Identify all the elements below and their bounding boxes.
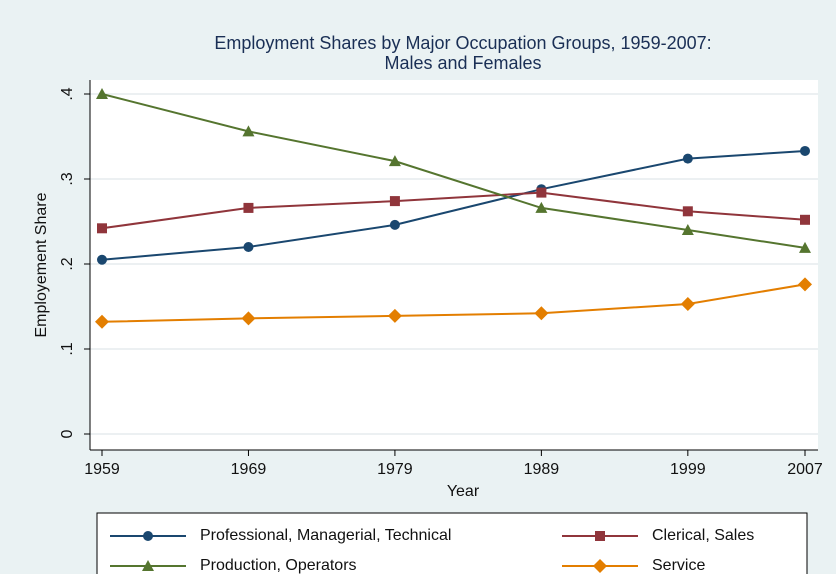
plot-area [90, 80, 818, 450]
data-point [799, 241, 811, 253]
x-tick-label: 1959 [84, 461, 120, 478]
x-axis-title: Year [447, 483, 480, 500]
data-point [95, 314, 109, 329]
data-point [97, 254, 107, 265]
data-point [681, 224, 694, 235]
series-line [101, 149, 806, 261]
data-point [798, 277, 812, 292]
data-point [534, 306, 549, 321]
data-point [800, 214, 810, 225]
y-tick-label: .3 [59, 172, 76, 185]
data-point [243, 242, 254, 252]
data-point [389, 196, 400, 207]
data-point [243, 202, 254, 213]
x-tick-label: 1989 [524, 461, 560, 478]
data-point [242, 125, 255, 137]
data-point [387, 308, 402, 323]
y-axis-title: Employement Share [33, 192, 50, 337]
x-tick-label: 2007 [787, 461, 823, 478]
data-point [680, 296, 695, 311]
data-point [682, 153, 693, 164]
data-point [389, 219, 400, 230]
y-tick-label: .4 [59, 87, 76, 100]
y-tick-label: .2 [59, 257, 76, 270]
data-point [800, 145, 810, 156]
x-tick-label: 1999 [670, 461, 706, 478]
data-point [241, 311, 256, 326]
y-tick-label: .1 [59, 342, 76, 355]
x-tick-label: 1979 [377, 461, 413, 478]
data-point [96, 88, 108, 99]
x-tick-label: 1969 [231, 461, 267, 478]
data-point [535, 201, 548, 213]
series-line [101, 283, 806, 323]
data-point [97, 223, 107, 234]
legend-box [96, 512, 808, 574]
series-line [101, 93, 806, 249]
data-point [388, 155, 401, 167]
chart-subtitle: Males and Females [384, 53, 541, 73]
legend-marker [142, 560, 154, 571]
series-line [101, 191, 806, 230]
legend-marker [595, 531, 605, 541]
data-point [682, 206, 693, 217]
legend-label: Service [652, 557, 705, 574]
legend-label: Professional, Managerial, Technical [200, 527, 451, 544]
legend-label: Clerical, Sales [652, 527, 754, 544]
legend-label: Production, Operators [200, 557, 357, 574]
data-point [536, 187, 547, 198]
chart-title: Employment Shares by Major Occupation Gr… [214, 33, 711, 53]
legend-marker [593, 559, 607, 573]
y-tick-label: 0 [59, 429, 76, 438]
legend-marker [143, 531, 153, 541]
